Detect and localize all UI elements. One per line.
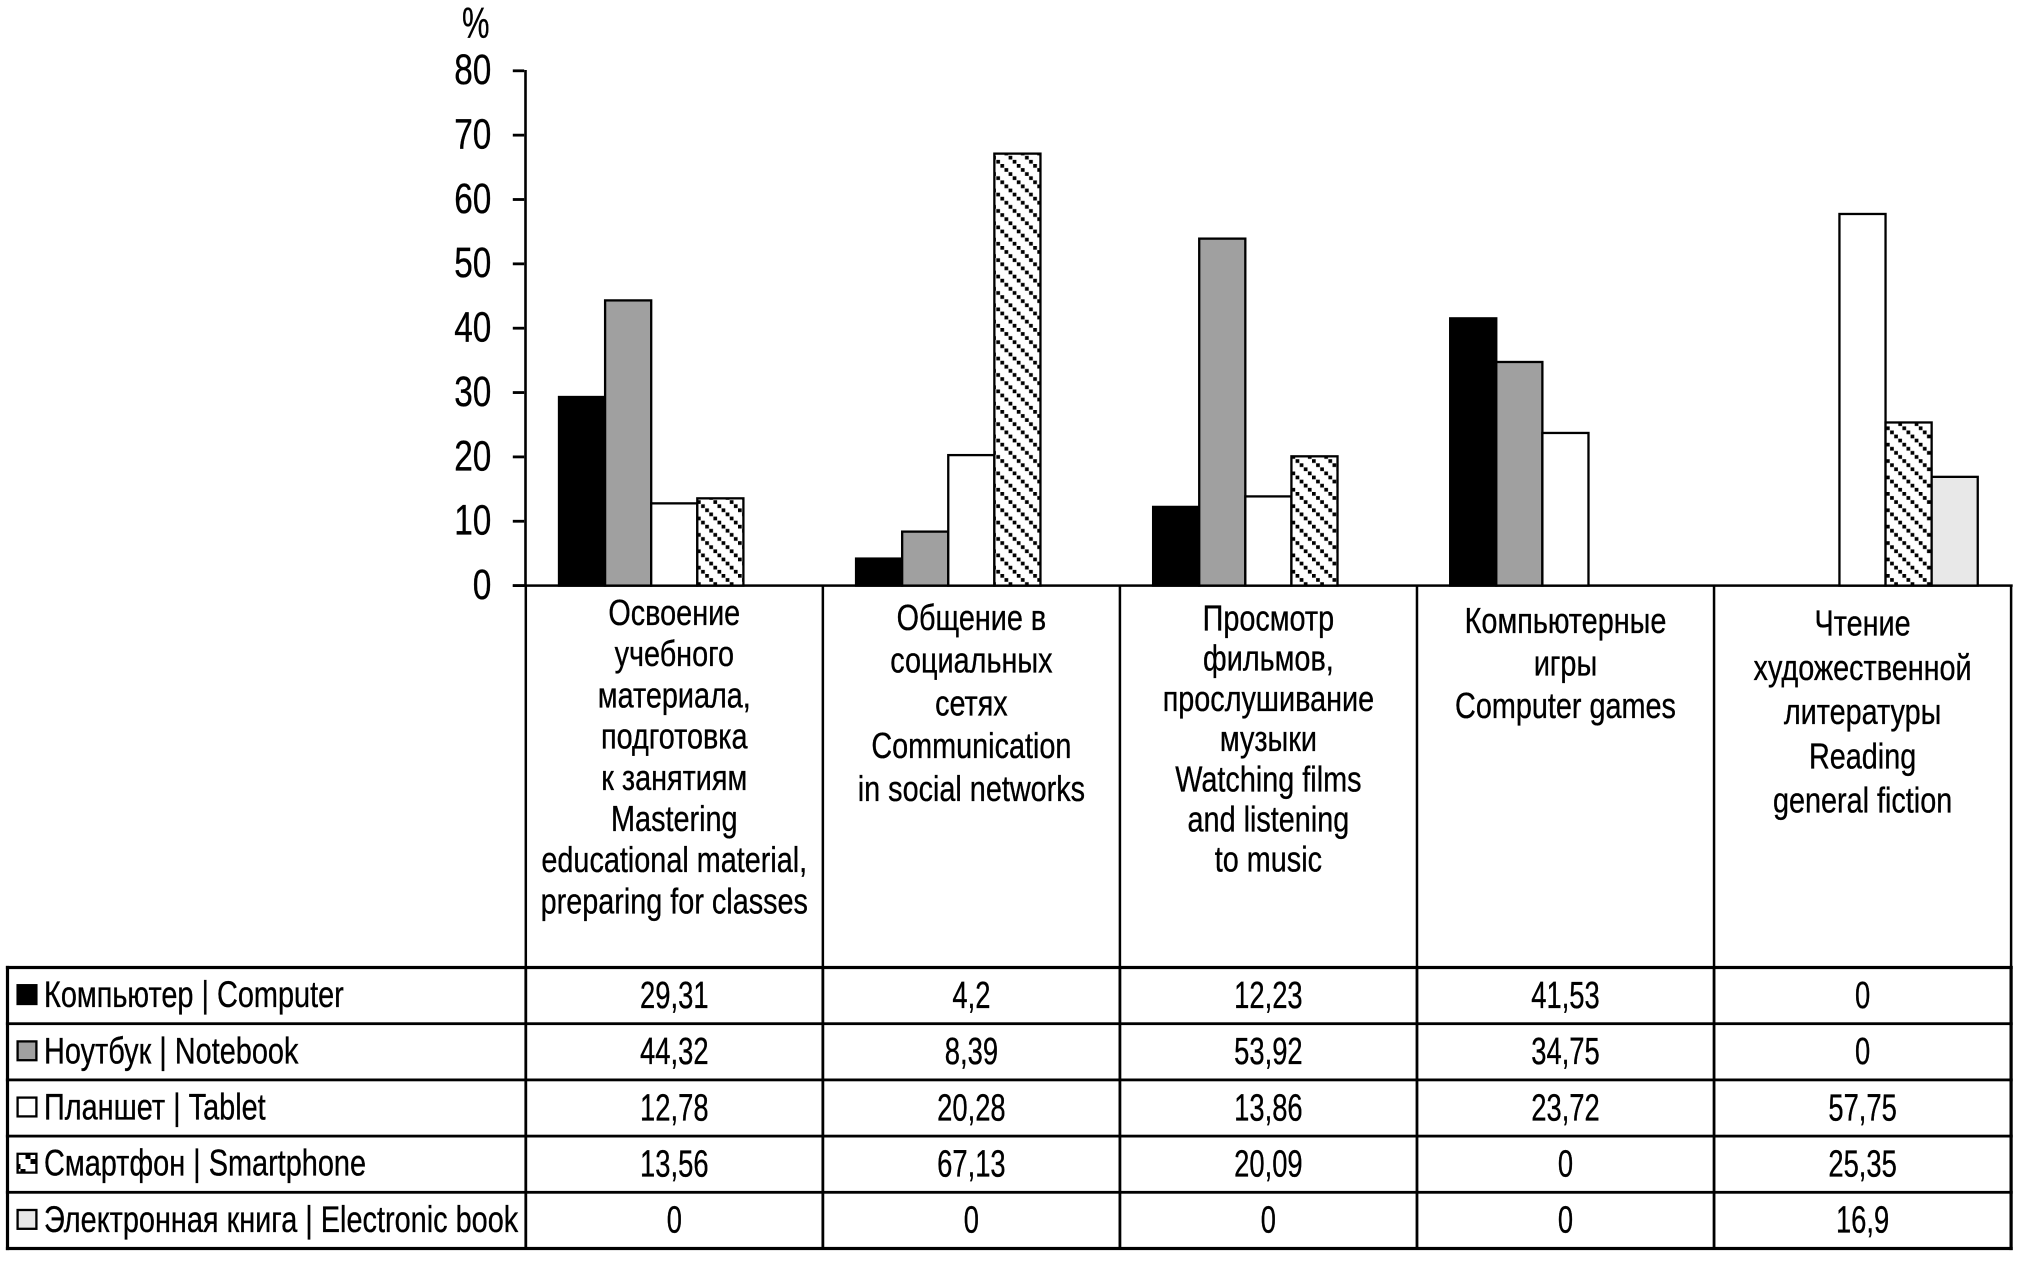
svg-text:12,78: 12,78 [640, 1087, 709, 1129]
svg-text:in social networks: in social networks [858, 768, 1085, 809]
svg-text:70: 70 [454, 112, 491, 159]
svg-text:социальных: социальных [890, 640, 1052, 681]
svg-text:Reading: Reading [1809, 735, 1916, 776]
svg-text:0: 0 [1855, 975, 1870, 1017]
svg-text:40: 40 [454, 305, 491, 352]
svg-text:Чтение: Чтение [1815, 603, 1911, 644]
svg-text:Ноутбук | Notebook: Ноутбук | Notebook [44, 1029, 299, 1071]
svg-text:67,13: 67,13 [937, 1144, 1006, 1186]
svg-text:материала,: материала, [598, 674, 751, 715]
svg-text:20: 20 [454, 433, 491, 480]
svg-text:29,31: 29,31 [640, 975, 709, 1017]
svg-text:музыки: музыки [1220, 718, 1317, 759]
svg-text:Электронная книга | Electronic: Электронная книга | Electronic book [44, 1198, 518, 1240]
svg-text:0: 0 [1558, 1200, 1573, 1242]
svg-text:20,09: 20,09 [1234, 1144, 1303, 1186]
svg-text:and listening: and listening [1188, 799, 1350, 840]
svg-text:Watching films: Watching films [1175, 758, 1361, 799]
svg-text:игры: игры [1534, 642, 1597, 683]
svg-text:16,9: 16,9 [1836, 1200, 1889, 1242]
svg-text:30: 30 [454, 369, 491, 416]
svg-text:подготовка: подготовка [601, 716, 748, 757]
svg-text:50: 50 [454, 240, 491, 287]
svg-text:%: % [462, 0, 490, 48]
svg-text:учебного: учебного [615, 633, 734, 674]
svg-text:Компьютерные: Компьютерные [1465, 600, 1667, 641]
svg-text:4,2: 4,2 [952, 975, 990, 1017]
svg-text:0: 0 [1558, 1144, 1573, 1186]
svg-text:Mastering: Mastering [611, 798, 738, 839]
svg-text:0: 0 [473, 562, 492, 609]
svg-text:to music: to music [1215, 839, 1322, 880]
svg-text:Компьютер | Computer: Компьютер | Computer [44, 973, 344, 1015]
svg-text:10: 10 [454, 498, 491, 545]
svg-text:0: 0 [1261, 1200, 1276, 1242]
svg-text:41,53: 41,53 [1531, 975, 1600, 1017]
svg-text:educational material,: educational material, [541, 839, 807, 880]
svg-text:Communication: Communication [871, 725, 1071, 766]
svg-text:60: 60 [454, 176, 491, 223]
svg-text:44,32: 44,32 [640, 1031, 709, 1073]
svg-text:художественной: художественной [1754, 647, 1972, 688]
svg-text:0: 0 [1855, 1031, 1870, 1073]
svg-text:Просмотр: Просмотр [1203, 598, 1335, 639]
svg-text:Планшет | Tablet: Планшет | Tablet [44, 1086, 266, 1128]
svg-text:0: 0 [667, 1200, 682, 1242]
svg-text:Computer games: Computer games [1455, 685, 1676, 726]
svg-text:фильмов,: фильмов, [1203, 638, 1334, 679]
svg-text:Освоение: Освоение [608, 592, 740, 633]
svg-text:8,39: 8,39 [945, 1031, 998, 1073]
svg-text:general fiction: general fiction [1773, 780, 1952, 821]
svg-text:57,75: 57,75 [1828, 1087, 1897, 1129]
svg-text:12,23: 12,23 [1234, 975, 1303, 1017]
svg-text:25,35: 25,35 [1828, 1144, 1897, 1186]
svg-text:сетях: сетях [935, 682, 1008, 723]
svg-text:80: 80 [454, 47, 491, 94]
svg-text:0: 0 [964, 1200, 979, 1242]
svg-text:20,28: 20,28 [937, 1087, 1006, 1129]
svg-text:литературы: литературы [1784, 691, 1942, 732]
svg-text:13,56: 13,56 [640, 1144, 709, 1186]
svg-text:53,92: 53,92 [1234, 1031, 1303, 1073]
svg-text:Общение в: Общение в [897, 597, 1047, 638]
svg-text:34,75: 34,75 [1531, 1031, 1600, 1073]
svg-text:прослушивание: прослушивание [1163, 678, 1374, 719]
svg-text:13,86: 13,86 [1234, 1087, 1303, 1129]
svg-text:preparing for classes: preparing for classes [541, 880, 808, 921]
svg-text:к занятиям: к занятиям [601, 757, 747, 798]
svg-text:23,72: 23,72 [1531, 1087, 1600, 1129]
svg-text:Смартфон | Smartphone: Смартфон | Smartphone [44, 1142, 366, 1184]
